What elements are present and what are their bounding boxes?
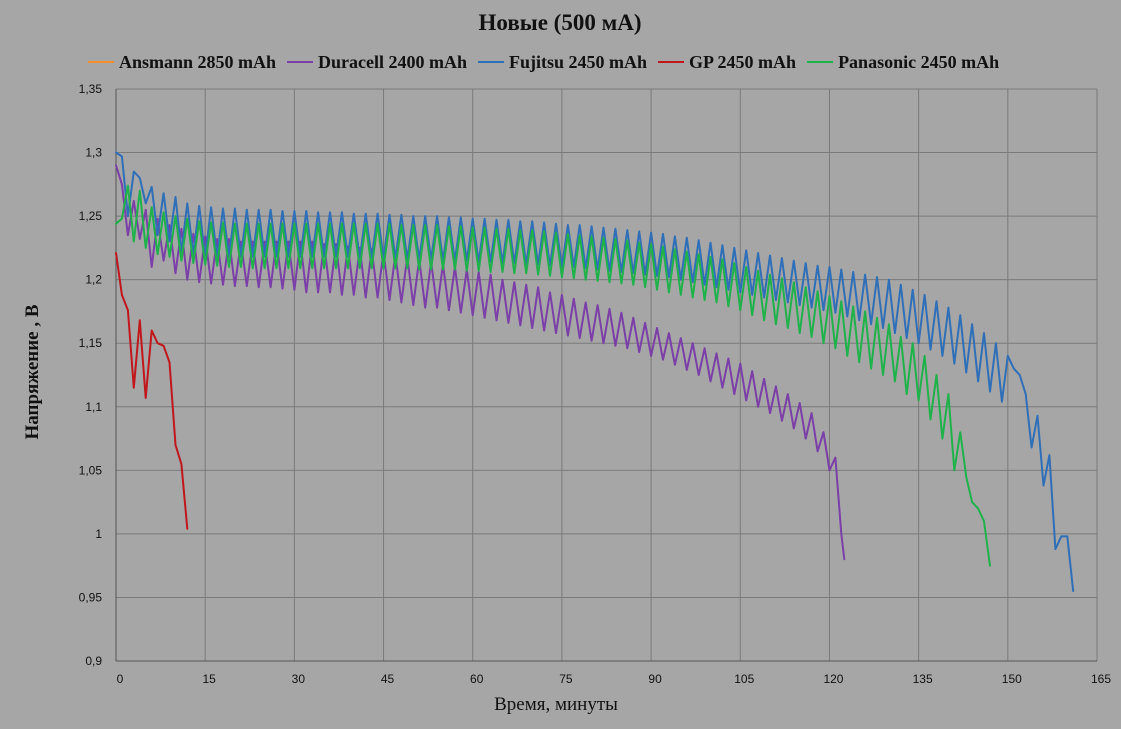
legend-label-5: Panasonic 2450 mAh (838, 52, 999, 72)
y-tick-label: 1,3 (85, 146, 102, 160)
y-tick-label: 1,05 (79, 463, 103, 477)
series-group (115, 151, 1075, 593)
x-tick-label: 0 (117, 672, 124, 686)
chart-title: Новые (500 мА) (479, 10, 642, 35)
x-axis-ticks: 0 15 30 45 60 75 90 105 120 135 150 165 (117, 672, 1112, 686)
y-tick-label: 1 (95, 527, 102, 541)
legend-label-1: Ansmann 2850 mAh (119, 52, 276, 72)
legend-label-4: GP 2450 mAh (689, 52, 796, 72)
x-tick-label: 15 (203, 672, 217, 686)
legend-label-2: Duracell 2400 mAh (318, 52, 467, 72)
x-tick-label: 75 (559, 672, 573, 686)
legend: Ansmann 2850 mAh Duracell 2400 mAh Fujitsu… (88, 52, 999, 72)
series-line-2 (115, 164, 846, 561)
legend-label-3: Fujitsu 2450 mAh (509, 52, 647, 72)
y-tick-label: 1,35 (79, 82, 103, 96)
x-tick-label: 120 (823, 672, 843, 686)
plot-area (116, 89, 1097, 661)
x-tick-label: 90 (648, 672, 662, 686)
series-line-4 (115, 252, 189, 530)
x-axis-title: Время, минуты (494, 694, 618, 715)
series-line-3 (115, 151, 1075, 593)
y-tick-label: 1,1 (85, 400, 102, 414)
x-tick-label: 45 (381, 672, 395, 686)
x-tick-label: 30 (292, 672, 306, 686)
y-tick-label: 1,15 (79, 336, 103, 350)
x-tick-label: 135 (913, 672, 933, 686)
x-tick-label: 105 (734, 672, 754, 686)
x-tick-label: 150 (1002, 672, 1022, 686)
grid (115, 88, 1098, 662)
x-tick-label: 165 (1091, 672, 1111, 686)
y-tick-label: 1,25 (79, 209, 103, 223)
y-tick-label: 0,95 (79, 590, 103, 604)
y-tick-label: 0,9 (85, 654, 102, 668)
x-tick-label: 60 (470, 672, 484, 686)
y-axis-ticks: 0,9 0,95 1 1,05 1,1 1,15 1,2 1,25 1,3 1,35 (79, 82, 103, 668)
y-tick-label: 1,2 (85, 273, 102, 287)
series-line-5 (115, 184, 991, 567)
y-axis-title: Напряжение , В (22, 304, 43, 439)
